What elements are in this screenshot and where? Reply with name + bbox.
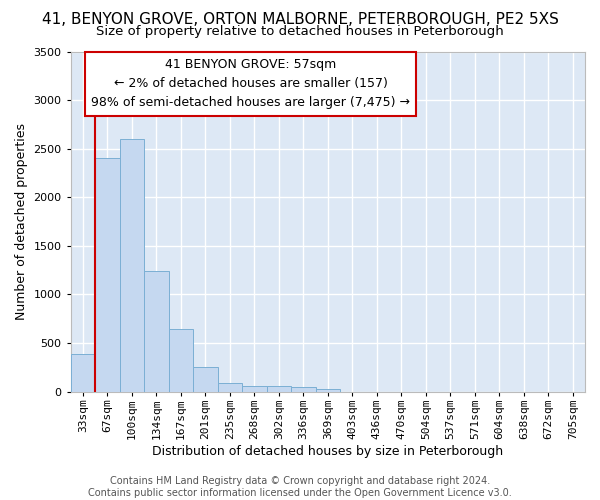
Text: Size of property relative to detached houses in Peterborough: Size of property relative to detached ho… xyxy=(96,25,504,38)
Bar xyxy=(193,366,218,392)
X-axis label: Distribution of detached houses by size in Peterborough: Distribution of detached houses by size … xyxy=(152,444,503,458)
Bar xyxy=(169,330,193,392)
Bar xyxy=(218,383,242,392)
Text: 41 BENYON GROVE: 57sqm
← 2% of detached houses are smaller (157)
98% of semi-det: 41 BENYON GROVE: 57sqm ← 2% of detached … xyxy=(91,58,410,110)
Text: 41, BENYON GROVE, ORTON MALBORNE, PETERBOROUGH, PE2 5XS: 41, BENYON GROVE, ORTON MALBORNE, PETERB… xyxy=(41,12,559,26)
Bar xyxy=(242,386,266,392)
Bar xyxy=(95,158,119,392)
Bar xyxy=(119,139,144,392)
Y-axis label: Number of detached properties: Number of detached properties xyxy=(15,123,28,320)
Text: Contains HM Land Registry data © Crown copyright and database right 2024.
Contai: Contains HM Land Registry data © Crown c… xyxy=(88,476,512,498)
Bar xyxy=(266,386,291,392)
Bar xyxy=(71,354,95,392)
Bar xyxy=(144,271,169,392)
Bar xyxy=(291,387,316,392)
Bar xyxy=(316,388,340,392)
